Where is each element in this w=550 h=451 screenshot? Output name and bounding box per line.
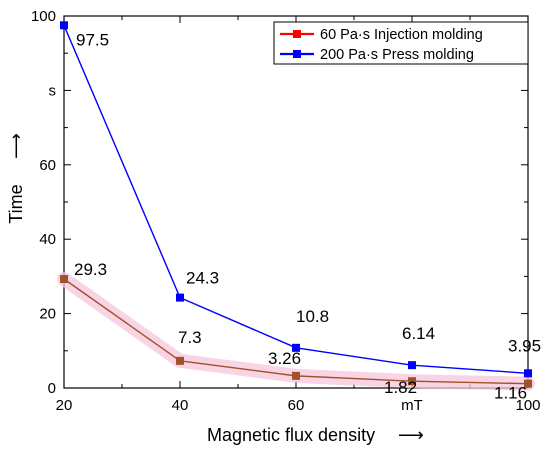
x-tick-label: 40 (172, 397, 189, 414)
x-tick-label: 60 (288, 397, 305, 414)
data-point-marker (524, 369, 532, 378)
x-tick-label: 20 (56, 397, 73, 414)
data-label: 3.95 (508, 336, 541, 355)
data-point-marker (524, 379, 532, 388)
legend-box (273, 21, 529, 65)
data-point-marker (60, 21, 68, 30)
legend: 60 Pa·s Injection molding 200 Pa·s Press … (273, 21, 529, 65)
data-label: 3.26 (268, 349, 301, 368)
data-point-marker (408, 377, 416, 386)
series-layer (57, 21, 535, 391)
y-tick-label: 100 (31, 8, 56, 25)
legend-marker (293, 30, 301, 38)
y-tick-label: 60 (39, 157, 56, 174)
y-axis: 0 20 40 60 s 100 (31, 8, 528, 397)
data-label: 6.14 (402, 324, 435, 343)
y-tick-label: 0 (48, 380, 56, 397)
legend-marker (293, 50, 301, 58)
y-axis-title: Time (6, 184, 26, 223)
x-tick-label: 100 (515, 397, 540, 414)
data-point-marker (176, 356, 184, 365)
data-point-marker (60, 275, 68, 284)
y-tick-label: 40 (39, 231, 56, 248)
y-tick-label: s (49, 82, 57, 99)
data-label: 1.16 (494, 384, 527, 403)
data-label: 24.3 (186, 269, 219, 288)
data-label: 1.82 (384, 378, 417, 397)
legend-entry: 200 Pa·s Press molding (320, 47, 474, 63)
data-point-marker (292, 343, 300, 352)
data-label: 10.8 (296, 307, 329, 326)
data-point-marker (176, 293, 184, 302)
data-point-marker (408, 361, 416, 370)
data-label: 7.3 (178, 328, 202, 347)
y-tick-label: 20 (39, 306, 56, 323)
y-axis-arrow: ⟶ (6, 133, 26, 159)
data-label: 97.5 (76, 30, 109, 49)
x-axis-arrow: ⟶ (398, 425, 424, 445)
data-label: 29.3 (74, 260, 107, 279)
legend-entry: 60 Pa·s Injection molding (320, 27, 483, 43)
data-point-marker (292, 371, 300, 380)
x-tick-label: mT (401, 397, 423, 414)
x-axis-title: Magnetic flux density (207, 425, 375, 445)
data-labels: 29.3 7.3 3.26 1.82 1.16 97.5 24.3 10.8 6.14 3.95 (74, 30, 541, 402)
